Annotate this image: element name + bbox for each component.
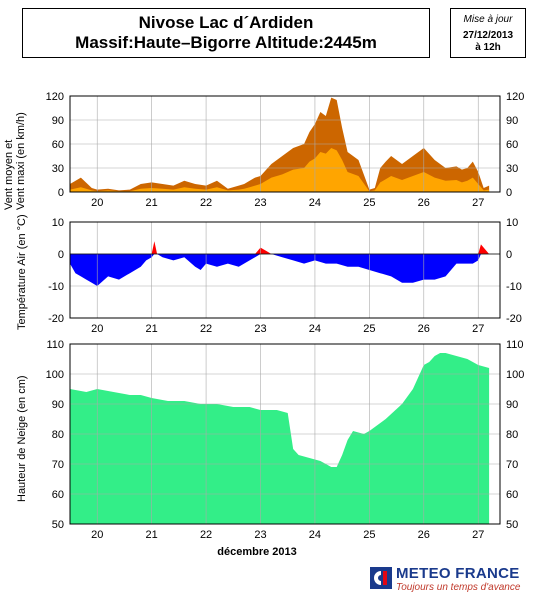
snow-ytick-left: 70 — [52, 459, 64, 471]
temp-xtick-label: 26 — [418, 323, 430, 335]
temp-ytick-left: -10 — [48, 281, 64, 293]
snow-xtick-label: 23 — [254, 529, 266, 541]
snow-ytick-right: 50 — [506, 519, 518, 531]
wind-axis-label: Vent moyen et Vent maxi (en km/h) — [3, 112, 27, 210]
temp-xtick-label: 24 — [309, 323, 321, 335]
snow-ytick-left: 110 — [46, 339, 64, 351]
month-label: décembre 2013 — [217, 546, 297, 558]
wind-ytick-right: 90 — [506, 115, 518, 127]
wind-ytick-right: 120 — [506, 91, 524, 103]
temp-ytick-left: 0 — [58, 249, 64, 261]
wind-ytick-left: 30 — [52, 163, 64, 175]
temp-xtick-label: 27 — [472, 323, 484, 335]
snow-ytick-left: 60 — [52, 489, 64, 501]
snow-axis-label: Hauteur de Neige (en cm) — [16, 375, 28, 502]
wind-xtick-label: 22 — [200, 197, 212, 209]
snow-ytick-right: 110 — [506, 339, 524, 351]
temperature-axis-label: Température Air (en °C) — [16, 214, 28, 330]
wind-panel-frame — [69, 95, 501, 193]
snow-ytick-left: 90 — [52, 399, 64, 411]
wind-mean-area — [70, 148, 490, 192]
wind-ytick-left: 90 — [52, 115, 64, 127]
update-time: à 12h — [475, 42, 501, 53]
temp-ytick-right: -10 — [506, 281, 522, 293]
wind-ytick-right: 30 — [506, 163, 518, 175]
temp-xtick-label: 25 — [363, 323, 375, 335]
temp-xtick-label: 21 — [146, 323, 158, 335]
update-box: Mise à jour 27/12/2013 à 12h — [450, 8, 526, 58]
wind-xtick-label: 27 — [472, 197, 484, 209]
temp-xtick-label: 22 — [200, 323, 212, 335]
temp-ytick-right: 0 — [506, 249, 512, 261]
wind-ytick-left: 60 — [52, 139, 64, 151]
wind-xtick-label: 26 — [418, 197, 430, 209]
temp-panel-frame — [69, 221, 501, 319]
snow-ytick-right: 80 — [506, 429, 518, 441]
snow-ytick-left: 80 — [52, 429, 64, 441]
wind-xtick-label: 24 — [309, 197, 321, 209]
wind-xtick-label: 21 — [146, 197, 158, 209]
snow-ytick-right: 90 — [506, 399, 518, 411]
wind-xtick-label: 20 — [91, 197, 103, 209]
snow-depth-area — [70, 353, 490, 524]
snow-xtick-label: 27 — [472, 529, 484, 541]
temp-ytick-right: -20 — [506, 313, 522, 325]
temp-xtick-label: 20 — [91, 323, 103, 335]
wind-ytick-left: 120 — [46, 91, 64, 103]
temp-xtick-label: 23 — [254, 323, 266, 335]
brand-name: METEO FRANCE — [396, 565, 520, 582]
wind-ytick-right: 0 — [506, 187, 512, 199]
station-subtitle: Massif:Haute–Bigorre Altitude:2445m — [75, 33, 377, 52]
snow-ytick-right: 70 — [506, 459, 518, 471]
brand-tagline: Toujours un temps d'avance — [396, 582, 521, 593]
snow-ytick-right: 100 — [506, 369, 524, 381]
snow-ytick-left: 100 — [46, 369, 64, 381]
wind-xtick-label: 25 — [363, 197, 375, 209]
temp-ytick-left: -20 — [48, 313, 64, 325]
snow-panel-frame — [69, 343, 501, 525]
temperature-positive-area — [70, 241, 490, 254]
temp-ytick-right: 10 — [506, 217, 518, 229]
station-title: Nivose Lac d´Ardiden — [138, 13, 314, 32]
snow-ytick-left: 50 — [52, 519, 64, 531]
wind-ytick-left: 0 — [58, 187, 64, 199]
update-label: Mise à jour — [463, 14, 513, 25]
temp-ytick-left: 10 — [52, 217, 64, 229]
wind-max-area — [70, 97, 490, 192]
meteo-france-logo-icon — [370, 567, 392, 589]
temperature-negative-area — [70, 254, 490, 286]
meteo-france-logo: METEO FRANCE Toujours un temps d'avance — [366, 565, 536, 593]
snow-ytick-right: 60 — [506, 489, 518, 501]
wind-ytick-right: 60 — [506, 139, 518, 151]
snow-xtick-label: 25 — [363, 529, 375, 541]
wind-axis-label-line1: Vent moyen et — [3, 139, 15, 210]
snow-xtick-label: 20 — [91, 529, 103, 541]
snow-xtick-label: 26 — [418, 529, 430, 541]
station-title-box: Nivose Lac d´Ardiden Massif:Haute–Bigorr… — [22, 8, 430, 58]
wind-axis-label-line2: Vent maxi (en km/h) — [15, 112, 27, 210]
snow-xtick-label: 22 — [200, 529, 212, 541]
snow-xtick-label: 21 — [146, 529, 158, 541]
snow-xtick-label: 24 — [309, 529, 321, 541]
wind-xtick-label: 23 — [254, 197, 266, 209]
update-date: 27/12/2013 — [462, 30, 514, 41]
